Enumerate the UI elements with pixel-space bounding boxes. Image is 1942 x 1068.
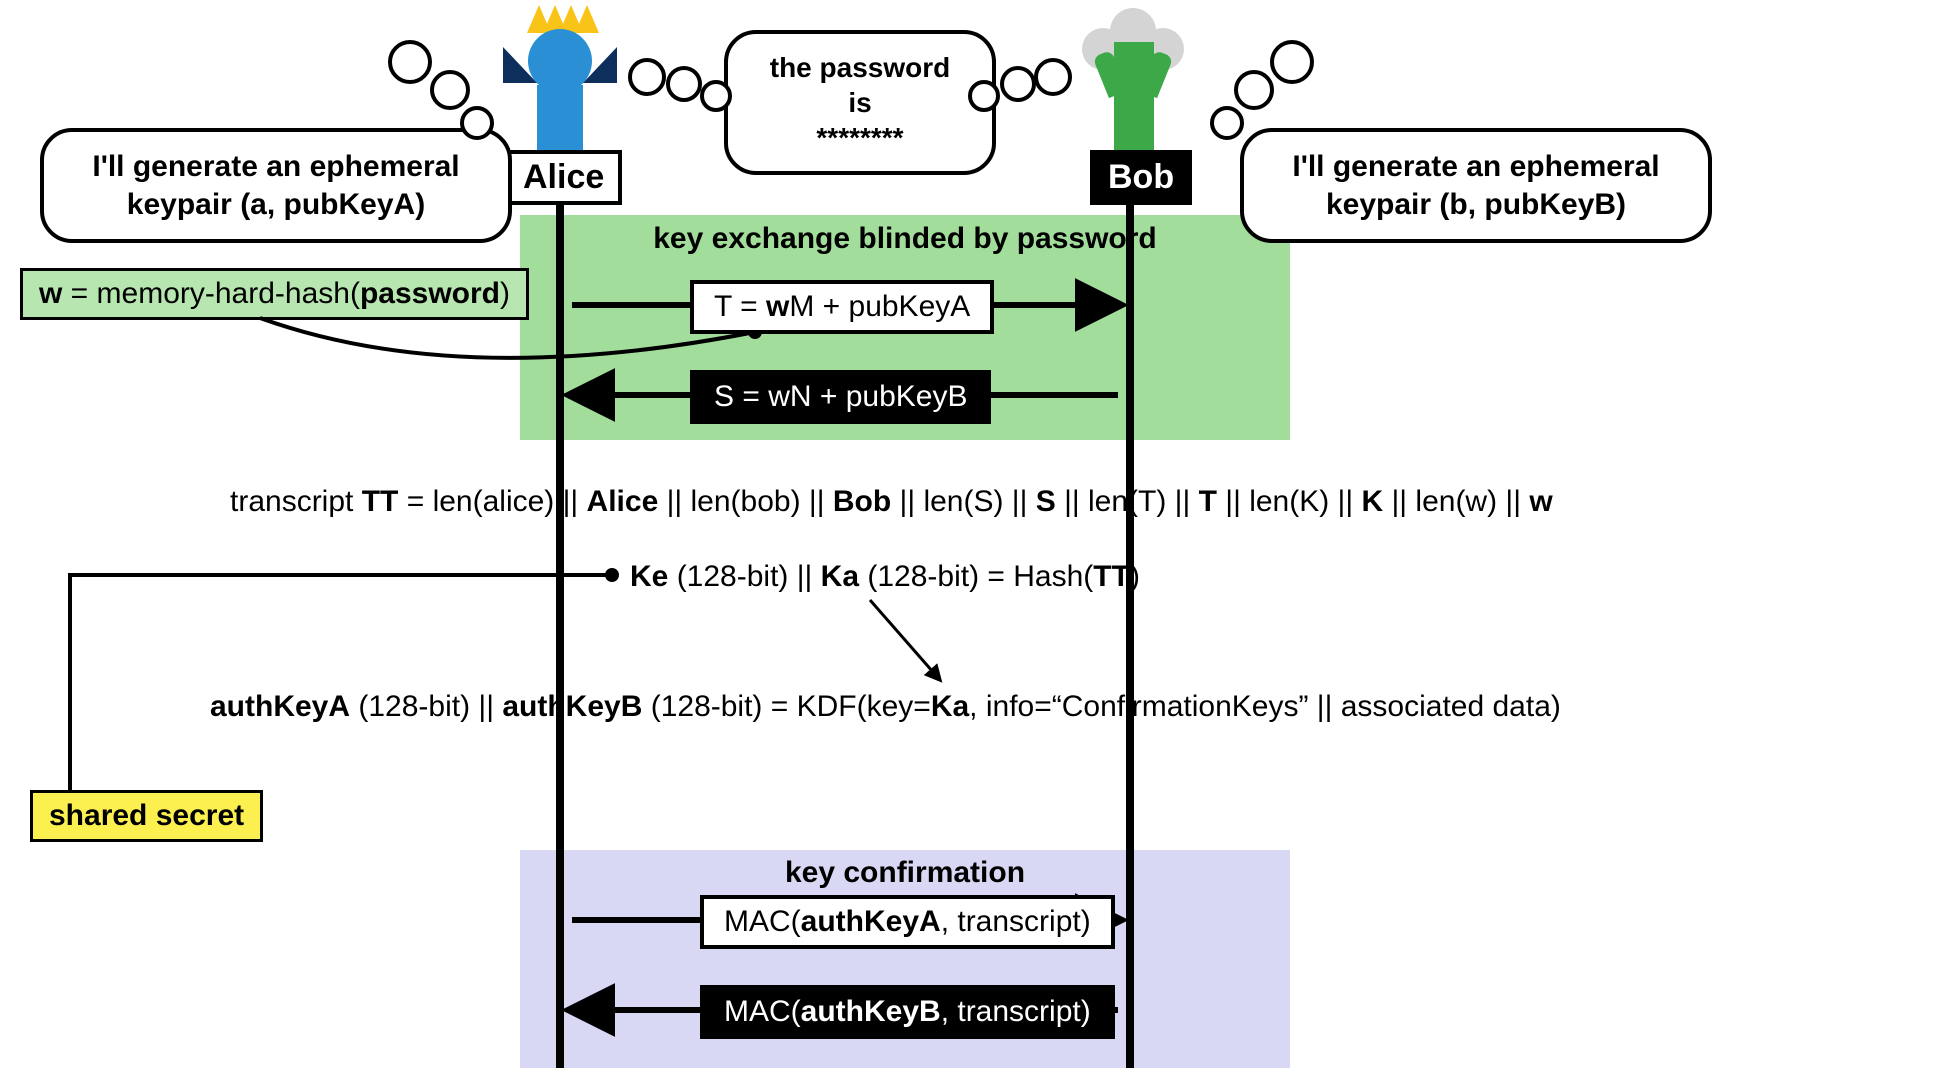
think-dot [460, 106, 494, 140]
msg-T-pre: T = [714, 290, 766, 323]
macB-key: authKeyB [801, 995, 941, 1028]
think-dot [1034, 58, 1072, 96]
hash-arg: password [360, 277, 500, 310]
eq-ke-ka: Ke (128-bit) || Ka (128-bit) = Hash(TT) [630, 560, 1140, 594]
msg-macB: MAC(authKeyB, transcript) [700, 985, 1115, 1039]
macA-key: authKeyA [801, 905, 941, 938]
hash-suffix: ) [500, 277, 510, 310]
bubble-bob-think: I'll generate an ephemeral keypair (b, p… [1240, 128, 1712, 243]
msg-macA: MAC(authKeyA, transcript) [700, 895, 1115, 949]
think-dot [666, 66, 702, 102]
bob-character [1076, 8, 1196, 158]
msg-T-w: w [766, 290, 789, 323]
lifeline-bob [1126, 198, 1134, 1068]
think-dot [1234, 70, 1274, 110]
alice-character [505, 5, 615, 155]
msg-T: T = wM + pubKeyA [690, 280, 994, 334]
lifeline-alice [556, 198, 564, 1068]
hash-box: w = memory-hard-hash(password) [20, 268, 529, 320]
password-line3: ******** [750, 120, 970, 155]
msg-S: S = wN + pubKeyB [690, 370, 991, 424]
macB-post: , transcript) [941, 995, 1091, 1028]
hash-w: w [39, 277, 62, 310]
think-dot [968, 80, 1000, 112]
password-line1: the password [750, 50, 970, 85]
think-dot [388, 40, 432, 84]
password-line2: is [750, 85, 970, 120]
section-title-confirm: key confirmation [520, 856, 1290, 890]
shared-secret-box: shared secret [30, 790, 263, 842]
think-dot [430, 70, 470, 110]
eq-authkeys: authKeyA (128-bit) || authKeyB (128-bit)… [210, 690, 1561, 724]
section-title-exchange: key exchange blinded by password [520, 222, 1290, 256]
eq-transcript-pre: transcript [230, 485, 362, 518]
bubble-alice-think: I'll generate an ephemeral keypair (a, p… [40, 128, 512, 243]
eq-authkeys-right: , info=“ConfirmationKeys” || associated … [969, 690, 1561, 723]
macA-pre: MAC( [724, 905, 801, 938]
eq-authkeys-left: authKeyA (128-bit) || authKeyB (128-bit)… [210, 690, 931, 723]
eq-transcript: transcript TT = len(alice) || Alice || l… [230, 485, 1553, 519]
macB-pre: MAC( [724, 995, 801, 1028]
think-dot [1270, 40, 1314, 84]
think-dot [628, 58, 666, 96]
hash-mid: = memory-hard-hash( [62, 277, 360, 310]
label-alice: Alice [505, 150, 622, 205]
eq-authkeys-ka: Ka [931, 690, 969, 723]
think-dot [1000, 66, 1036, 102]
think-dot [700, 80, 732, 112]
eq-transcript-rest: = len(alice) || Alice || len(bob) || Bob… [398, 485, 1552, 518]
think-dot [1210, 106, 1244, 140]
label-bob: Bob [1090, 150, 1192, 205]
bubble-password: the password is ******** [724, 30, 996, 175]
eq-transcript-tt: TT [362, 485, 399, 518]
msg-T-post: M + pubKeyA [789, 290, 970, 323]
macA-post: , transcript) [941, 905, 1091, 938]
